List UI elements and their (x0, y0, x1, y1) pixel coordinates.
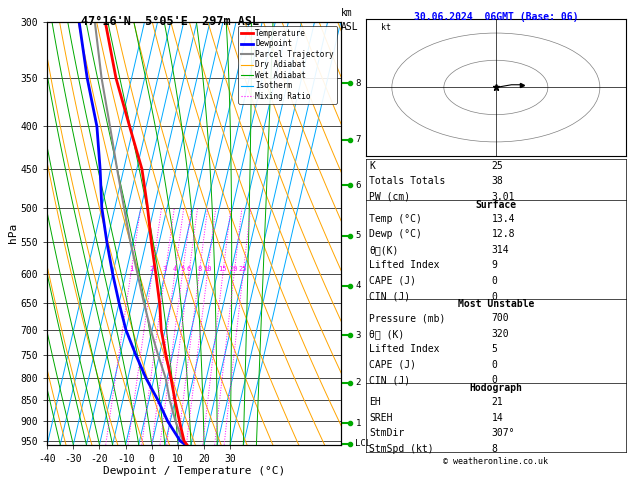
Text: © weatheronline.co.uk: © weatheronline.co.uk (443, 456, 548, 466)
Text: K: K (369, 161, 375, 171)
Text: Surface: Surface (476, 200, 516, 210)
Y-axis label: hPa: hPa (8, 223, 18, 243)
Text: 1: 1 (129, 266, 133, 272)
Text: ASL: ASL (341, 22, 359, 33)
Text: CIN (J): CIN (J) (369, 376, 410, 385)
Text: 10: 10 (203, 266, 212, 272)
X-axis label: Dewpoint / Temperature (°C): Dewpoint / Temperature (°C) (103, 467, 285, 476)
Text: CAPE (J): CAPE (J) (369, 360, 416, 370)
Text: 7: 7 (355, 135, 361, 144)
Text: 3: 3 (163, 266, 167, 272)
Text: 6: 6 (355, 181, 361, 190)
Text: 25: 25 (239, 266, 247, 272)
Text: 700: 700 (492, 313, 509, 323)
Text: 2: 2 (150, 266, 154, 272)
Text: Lifted Index: Lifted Index (369, 345, 440, 354)
Text: EH: EH (369, 397, 381, 407)
Text: StmDir: StmDir (369, 428, 404, 438)
Text: 0: 0 (492, 376, 498, 385)
Text: 8: 8 (492, 444, 498, 454)
Text: 5: 5 (355, 231, 361, 240)
Text: 13.4: 13.4 (492, 214, 515, 224)
Text: PW (cm): PW (cm) (369, 192, 410, 202)
Text: 30.06.2024  06GMT (Base: 06): 30.06.2024 06GMT (Base: 06) (414, 12, 578, 22)
Text: kt: kt (381, 23, 391, 33)
Text: 3.01: 3.01 (492, 192, 515, 202)
Text: LCL: LCL (355, 439, 372, 449)
Text: 4: 4 (172, 266, 177, 272)
Text: 14: 14 (492, 413, 503, 423)
Text: StmSpd (kt): StmSpd (kt) (369, 444, 433, 454)
Text: 2: 2 (355, 379, 361, 387)
Text: 4: 4 (355, 281, 361, 290)
Text: Pressure (mb): Pressure (mb) (369, 313, 445, 323)
Text: 0: 0 (492, 292, 498, 301)
Text: CAPE (J): CAPE (J) (369, 276, 416, 286)
Text: 25: 25 (492, 161, 503, 171)
Text: CIN (J): CIN (J) (369, 292, 410, 301)
Text: Temp (°C): Temp (°C) (369, 214, 422, 224)
Text: 20: 20 (230, 266, 238, 272)
Text: Hodograph: Hodograph (469, 383, 522, 393)
Text: 307°: 307° (492, 428, 515, 438)
Text: 1: 1 (355, 419, 361, 428)
Text: 0: 0 (492, 360, 498, 370)
Text: 8: 8 (355, 79, 361, 87)
Text: 12.8: 12.8 (492, 229, 515, 239)
Text: 21: 21 (492, 397, 503, 407)
Text: SREH: SREH (369, 413, 392, 423)
Text: 47°16'N  5°05'E  297m ASL: 47°16'N 5°05'E 297m ASL (81, 15, 259, 28)
Text: km: km (341, 8, 352, 17)
Text: 3: 3 (355, 330, 361, 340)
Legend: Temperature, Dewpoint, Parcel Trajectory, Dry Adiabat, Wet Adiabat, Isotherm, Mi: Temperature, Dewpoint, Parcel Trajectory… (238, 26, 337, 104)
Text: 5: 5 (492, 345, 498, 354)
Text: 6: 6 (187, 266, 191, 272)
Text: 9: 9 (492, 260, 498, 270)
Text: 8: 8 (197, 266, 201, 272)
Text: Dewp (°C): Dewp (°C) (369, 229, 422, 239)
Text: Lifted Index: Lifted Index (369, 260, 440, 270)
Text: Most Unstable: Most Unstable (458, 299, 534, 309)
Text: 15: 15 (219, 266, 227, 272)
Text: θᴇ (K): θᴇ (K) (369, 329, 404, 339)
Text: 38: 38 (492, 176, 503, 187)
Text: 314: 314 (492, 245, 509, 255)
Text: 5: 5 (181, 266, 184, 272)
Text: 320: 320 (492, 329, 509, 339)
Text: 0: 0 (492, 276, 498, 286)
Text: Totals Totals: Totals Totals (369, 176, 445, 187)
Text: θᴇ(K): θᴇ(K) (369, 245, 398, 255)
